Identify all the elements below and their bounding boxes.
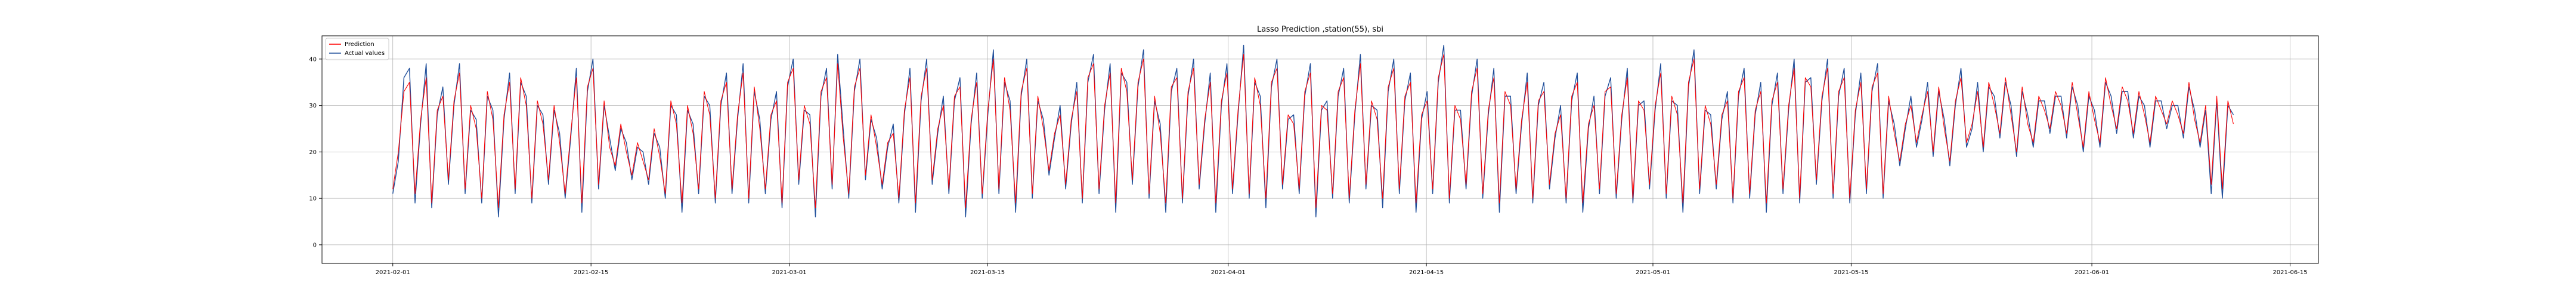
x-tick-label: 2021-03-15 bbox=[970, 269, 1005, 276]
plot-area-frame bbox=[321, 35, 2319, 264]
x-tick-label: 2021-05-01 bbox=[1636, 269, 1670, 276]
x-tick-label: 2021-04-01 bbox=[1211, 269, 1246, 276]
x-tick-label: 2021-05-15 bbox=[1834, 269, 1868, 276]
x-tick-label: 2021-02-15 bbox=[574, 269, 608, 276]
y-tick-label: 20 bbox=[309, 149, 317, 156]
y-tick-label: 0 bbox=[313, 242, 317, 248]
prediction-series-line bbox=[392, 54, 2234, 208]
y-tick-label: 40 bbox=[309, 56, 317, 63]
x-tick-label: 2021-02-01 bbox=[376, 269, 410, 276]
series-layer bbox=[392, 44, 2234, 217]
legend-label-actual-values: Actual values bbox=[345, 50, 385, 57]
x-tick-label: 2021-04-15 bbox=[1409, 269, 1444, 276]
x-tick-label: 2021-03-01 bbox=[772, 269, 807, 276]
legend-label-prediction: Prediction bbox=[345, 41, 374, 48]
legend: Prediction Actual values bbox=[325, 38, 389, 60]
y-tick-label: 10 bbox=[309, 196, 317, 202]
chart-title: Lasso Prediction ,station(55), sbi bbox=[1257, 25, 1383, 34]
x-tick-label: 2021-06-15 bbox=[2272, 269, 2307, 276]
x-tick-label: 2021-06-01 bbox=[2075, 269, 2109, 276]
y-tick-label: 30 bbox=[309, 103, 317, 109]
legend-box bbox=[325, 38, 389, 60]
grid bbox=[322, 36, 2318, 263]
axes: 0 10 20 30 40 2021-02-01 2021-02-15 2021-03-01 2… bbox=[309, 56, 2307, 276]
